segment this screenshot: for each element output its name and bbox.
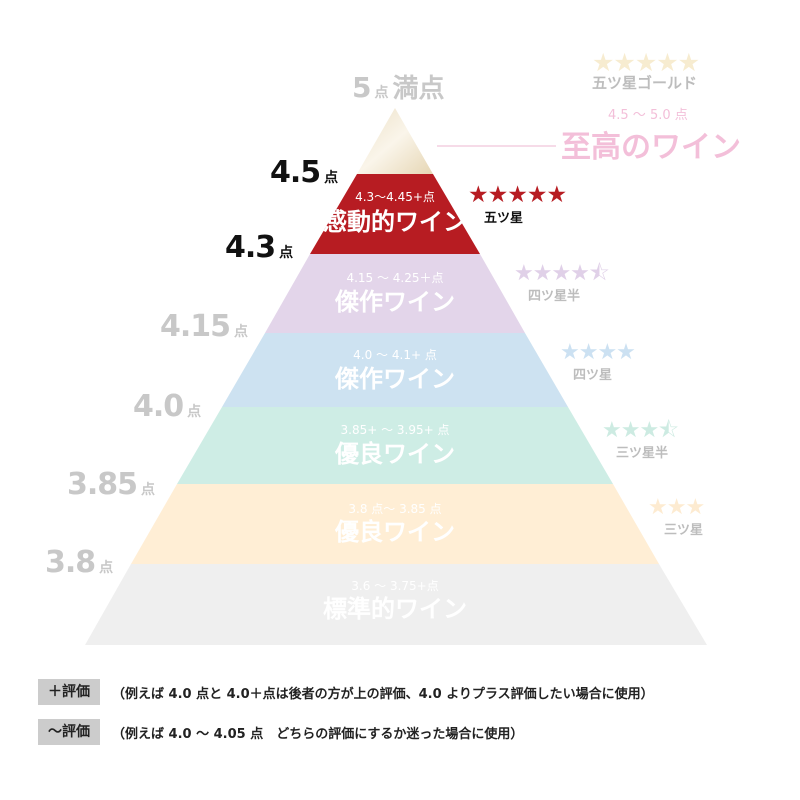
- band-1-range: 4.3～4.45+点: [355, 190, 435, 204]
- legend-plus-rating: ＋評価 （例えば 4.0 点と 4.0＋点は後者の方が上の評価、4.0 よりプラ…: [38, 679, 654, 705]
- band-3-range: 4.0 ～ 4.1+ 点: [353, 348, 437, 362]
- top-tier-name: 至高のワイン: [561, 130, 741, 165]
- score-marker-4-5: 4.5 点: [270, 155, 339, 190]
- band-2-stars-icon: ★★★★⯪: [514, 261, 610, 286]
- band-2-star-label: 四ツ星半: [528, 289, 581, 304]
- band-5-range: 3.8 点～ 3.85 点: [348, 502, 442, 516]
- tilde-rating-description: （例えば 4.0 ～ 4.05 点 どちらの評価にするか迷った場合に使用）: [112, 726, 524, 742]
- band-shape-6: [85, 564, 707, 645]
- band-2-range: 4.15 ～ 4.25＋点: [346, 271, 444, 285]
- gold-star-label: 五ツ星ゴールド: [592, 74, 698, 92]
- score-marker-3-85: 3.85 点: [67, 467, 156, 502]
- band-5-stars-icon: ★★★: [648, 495, 705, 520]
- band-shape-4: [177, 407, 613, 484]
- band-shape-1: [310, 174, 480, 254]
- band-shape-5: [131, 484, 659, 564]
- max-score-title: 5 点満点: [352, 71, 445, 104]
- band-4-stars-icon: ★★★⯪: [602, 418, 679, 443]
- pyramid-apex-gold: [357, 108, 433, 174]
- plus-rating-tag: ＋評価: [38, 679, 100, 705]
- band-6-name: 標準的ワイン: [323, 595, 467, 623]
- plus-rating-description: （例えば 4.0 点と 4.0＋点は後者の方が上の評価、4.0 よりプラス評価し…: [112, 686, 654, 702]
- band-4-star-label: 三ツ星半: [616, 446, 669, 461]
- band-shape-3: [222, 333, 568, 407]
- band-3-name: 傑作ワイン: [335, 365, 455, 393]
- band-3-stars-icon: ★★★★: [560, 340, 636, 365]
- score-marker-3-8: 3.8 点: [45, 545, 114, 580]
- band-6-range: 3.6 ～ 3.75+点: [351, 579, 439, 593]
- band-5-star-label: 三ツ星: [664, 523, 704, 538]
- band-4-name: 優良ワイン: [335, 440, 455, 468]
- tilde-rating-tag: ～評価: [38, 719, 100, 745]
- band-2-name: 傑作ワイン: [335, 288, 455, 316]
- gold-stars-icon: ★★★★★: [592, 48, 700, 77]
- band-5-name: 優良ワイン: [335, 518, 455, 546]
- top-tier-range: 4.5 ～ 5.0 点: [608, 108, 688, 123]
- band-3-star-label: 四ツ星: [573, 368, 613, 383]
- score-marker-4-3: 4.3 点: [225, 230, 294, 265]
- band-4-range: 3.85+ ～ 3.95+ 点: [340, 423, 450, 437]
- score-marker-4-0: 4.0 点: [133, 389, 202, 424]
- band-shape-2: [265, 254, 525, 333]
- score-marker-4-15: 4.15 点: [160, 309, 249, 344]
- legend-tilde-rating: ～評価 （例えば 4.0 ～ 4.05 点 どちらの評価にするか迷った場合に使用…: [38, 719, 523, 745]
- band-1-stars-icon: ★★★★★: [468, 182, 567, 208]
- band-1-name: 感動的ワイン: [323, 208, 467, 236]
- band-1-star-label: 五ツ星: [484, 211, 524, 226]
